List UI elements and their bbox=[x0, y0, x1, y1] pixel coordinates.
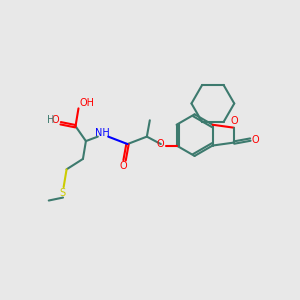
Text: S: S bbox=[60, 188, 66, 198]
Text: NH: NH bbox=[95, 128, 110, 138]
Text: O: O bbox=[120, 161, 128, 171]
Text: O: O bbox=[231, 116, 239, 126]
Text: H: H bbox=[46, 115, 54, 125]
Text: OH: OH bbox=[79, 98, 94, 108]
Text: O: O bbox=[157, 139, 165, 149]
Text: O: O bbox=[52, 115, 59, 125]
Text: O: O bbox=[252, 135, 260, 145]
